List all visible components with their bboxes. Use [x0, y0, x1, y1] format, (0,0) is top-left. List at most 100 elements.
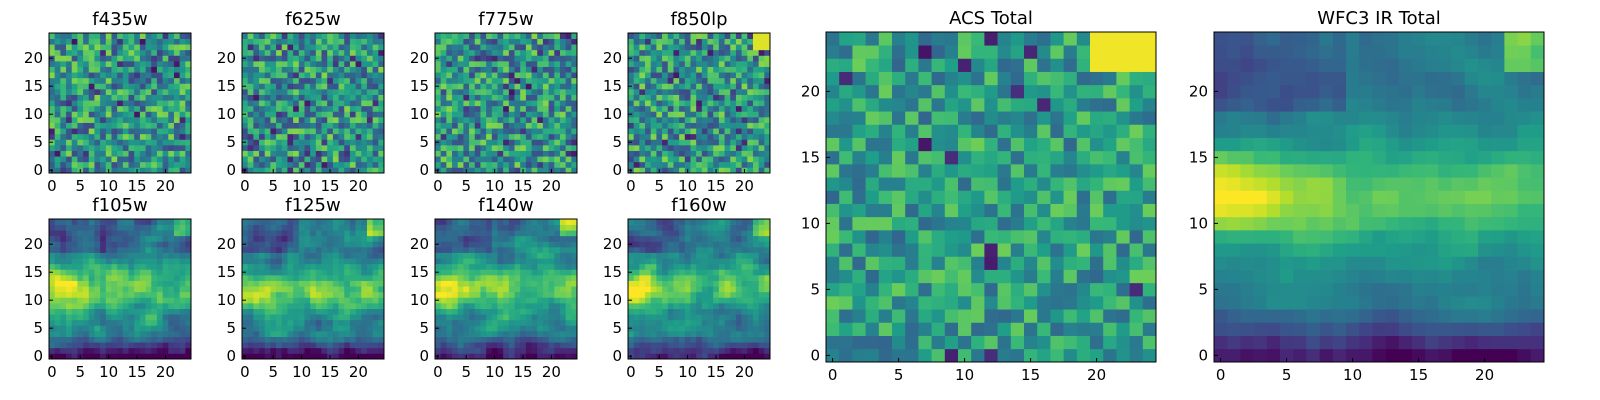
heatmap-1-cell-10-3 — [298, 150, 305, 157]
heatmap-5-cell-16-11 — [332, 291, 339, 298]
heatmap-1-cell-0-3 — [242, 150, 249, 157]
heatmap-1-cell-9-15 — [293, 83, 300, 90]
heatmap-3-cell-6-11 — [662, 105, 669, 112]
heatmap-1-cell-18-24 — [344, 33, 351, 39]
heatmap-0-cell-8-2 — [94, 156, 101, 163]
heatmap-7-cell-0-6 — [628, 319, 635, 326]
heatmap-1-cell-4-21 — [264, 49, 271, 56]
heatmap-6-cell-15-7 — [520, 314, 527, 321]
heatmap-6-cell-20-2 — [548, 342, 555, 349]
heatmap-5-cell-1-15 — [247, 269, 254, 276]
heatmap-3-cell-17-22 — [724, 44, 731, 51]
heatmap-3-cell-2-24 — [639, 33, 646, 39]
heatmap-1-cell-18-21 — [344, 49, 351, 56]
heatmap-4-cell-7-8 — [88, 308, 95, 315]
heatmap-4-cell-9-24 — [100, 219, 107, 225]
heatmap-1-cell-15-17 — [327, 72, 334, 79]
heatmap-0-cell-3-12 — [66, 100, 73, 107]
heatmap-3-cell-9-17 — [679, 72, 686, 79]
heatmap-1-cell-1-17 — [247, 72, 254, 79]
heatmap-1-cell-12-2 — [310, 156, 317, 163]
heatmap-2-cell-10-8 — [491, 122, 498, 129]
heatmap-0-cell-16-2 — [139, 156, 146, 163]
heatmap-1-cell-18-6 — [344, 133, 351, 140]
heatmap-3-cell-8-1 — [673, 161, 680, 168]
heatmap-4-cell-0-17 — [49, 258, 56, 265]
heatmap-0-cell-22-13 — [173, 94, 180, 101]
heatmap-2-cell-20-5 — [548, 139, 555, 146]
heatmap-6-cell-19-13 — [542, 280, 549, 287]
heatmap-6-cell-12-6 — [503, 319, 510, 326]
heatmap-4-cell-14-20 — [128, 241, 135, 248]
heatmap-5-cell-19-15 — [349, 269, 356, 276]
heatmap-0-cell-5-12 — [77, 100, 84, 107]
heatmap-4-cell-8-24 — [94, 219, 101, 225]
heatmap-1-cell-13-18 — [315, 66, 322, 73]
heatmap-2-cell-2-6 — [446, 133, 453, 140]
heatmap-4-cell-8-1 — [94, 347, 101, 354]
heatmap-0-cell-8-17 — [94, 72, 101, 79]
heatmap-3-cell-1-12 — [633, 100, 640, 107]
heatmap-2-cell-4-23 — [457, 38, 464, 45]
heatmap-0-cell-14-17 — [128, 72, 135, 79]
heatmap-3-cell-22-21 — [752, 49, 759, 56]
heatmap-3-cell-4-17 — [650, 72, 657, 79]
heatmap-2-cell-11-12 — [497, 100, 504, 107]
heatmap-0-cell-1-19 — [54, 61, 61, 67]
heatmap-0-cell-12-8 — [117, 122, 124, 129]
heatmap-1-cell-8-24 — [287, 33, 294, 39]
heatmap-2-cell-20-1 — [548, 161, 555, 168]
heatmap-6-cell-1-15 — [440, 269, 447, 276]
heatmap-5-cell-18-2 — [344, 342, 351, 349]
heatmap-6-cell-10-23 — [491, 224, 498, 231]
heatmap-0-title: f435w — [92, 9, 147, 30]
heatmap-1-cell-16-22 — [332, 44, 339, 51]
heatmap-6-cell-12-19 — [503, 247, 510, 253]
heatmap-5-cell-11-9 — [304, 303, 311, 309]
heatmap-2-cell-12-14 — [503, 89, 510, 95]
heatmap-0-cell-21-5 — [168, 139, 175, 146]
heatmap-0-cell-15-11 — [134, 105, 141, 112]
heatmap-2-cell-2-15 — [446, 83, 453, 90]
heatmap-3-cell-4-14 — [650, 89, 657, 95]
heatmap-5-cell-10-4 — [298, 331, 305, 337]
heatmap-5-cell-18-4 — [344, 331, 351, 337]
heatmap-3-cell-11-16 — [690, 77, 697, 84]
heatmap-4-cell-14-13 — [128, 280, 135, 287]
heatmap-3-cell-22-16 — [752, 77, 759, 84]
heatmap-7-cell-5-1 — [656, 347, 663, 354]
heatmap-6-cell-9-21 — [486, 235, 493, 242]
heatmap-3-cell-24-9 — [764, 117, 771, 123]
heatmap-5-cell-5-1 — [270, 347, 277, 354]
heatmap-2-cell-4-14 — [457, 89, 464, 95]
heatmap-2-cell-11-22 — [497, 44, 504, 51]
heatmap-2-cell-14-14 — [514, 89, 521, 95]
heatmap-3-cell-15-12 — [713, 100, 720, 107]
heatmap-3-cell-0-4 — [628, 145, 635, 151]
heatmap-1-cell-10-19 — [298, 61, 305, 67]
heatmap-0-cell-10-21 — [105, 49, 112, 56]
heatmap-0-cell-24-24 — [185, 33, 192, 39]
heatmap-4-cell-7-11 — [88, 291, 95, 298]
heatmap-4-cell-1-8 — [54, 308, 61, 315]
heatmap-2-cell-15-17 — [520, 72, 527, 79]
heatmap-7-cell-3-13 — [645, 280, 652, 287]
heatmap-0-cell-23-13 — [179, 94, 186, 101]
heatmap-7-cell-7-14 — [667, 275, 674, 281]
heatmap-5-cell-20-3 — [355, 336, 362, 343]
heatmap-5-cell-21-23 — [361, 224, 368, 231]
heatmap-4-cell-14-22 — [128, 230, 135, 237]
heatmap-4-cell-0-24 — [49, 219, 56, 225]
heatmap-0-cell-15-10 — [134, 111, 141, 118]
heatmap-6-cell-7-7 — [474, 314, 481, 321]
heatmap-4-cell-8-23 — [94, 224, 101, 231]
heatmap-7-cell-21-11 — [747, 291, 754, 298]
heatmap-1-cell-8-0 — [287, 167, 294, 174]
heatmap-0-cell-0-6 — [49, 133, 56, 140]
heatmap-7-cell-6-12 — [662, 286, 669, 293]
heatmap-7-cell-4-15 — [650, 269, 657, 276]
heatmap-1-cell-13-0 — [315, 167, 322, 174]
heatmap-5-cell-17-22 — [338, 230, 345, 237]
heatmap-3-cell-16-16 — [718, 77, 725, 84]
heatmap-1-cell-14-12 — [321, 100, 328, 107]
